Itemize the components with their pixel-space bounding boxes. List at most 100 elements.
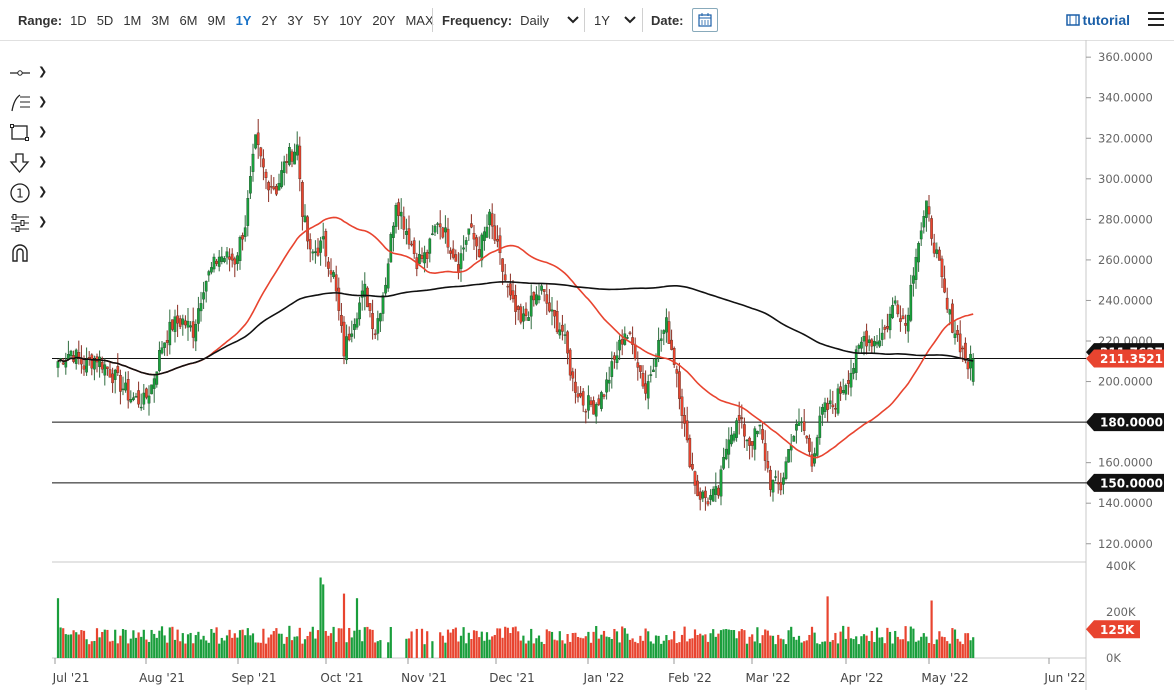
volume-bar bbox=[769, 635, 772, 658]
volume-bar bbox=[379, 640, 382, 658]
range-button-1y[interactable]: 1Y bbox=[235, 12, 252, 28]
moving-average-200-line bbox=[57, 281, 974, 376]
candle-down bbox=[737, 415, 741, 421]
date-picker-button[interactable] bbox=[691, 8, 718, 32]
volume-bar bbox=[605, 636, 608, 658]
range-group: Range: 1D 5D 1M 3M 6M 9M 1Y 2Y 3Y 5Y 10Y 20Y MAX bbox=[18, 0, 444, 40]
range-button-3y[interactable]: 3Y bbox=[287, 12, 304, 28]
candle-down bbox=[810, 454, 814, 467]
frequency-select[interactable]: Daily bbox=[520, 13, 579, 28]
number-marker-tool[interactable]: 1 ❯ bbox=[8, 178, 52, 208]
volume-bar bbox=[766, 630, 769, 658]
volume-bar bbox=[335, 641, 338, 658]
volume-bar bbox=[210, 628, 213, 658]
rectangle-tool[interactable]: ❯ bbox=[8, 118, 52, 148]
volume-bar bbox=[584, 636, 587, 658]
volume-bar bbox=[683, 626, 686, 658]
candle-down bbox=[555, 311, 559, 333]
volume-bar bbox=[501, 637, 504, 658]
crosshair-tool[interactable]: ❯ bbox=[8, 58, 52, 88]
candle-down bbox=[696, 480, 699, 497]
level-tag-level-label: 180.0000 bbox=[1100, 416, 1163, 430]
volume-bar bbox=[348, 627, 351, 658]
hamburger-menu-icon[interactable] bbox=[1148, 12, 1164, 26]
candle-down bbox=[951, 303, 954, 333]
volume-bar bbox=[194, 635, 197, 658]
candle-down bbox=[119, 374, 122, 392]
candle-down bbox=[904, 323, 907, 326]
range-button-5d[interactable]: 5D bbox=[96, 12, 114, 28]
range-button-1d[interactable]: 1D bbox=[70, 12, 87, 28]
range-button-9m[interactable]: 9M bbox=[207, 12, 226, 28]
volume-bar bbox=[106, 629, 109, 658]
volume-bar bbox=[192, 643, 195, 658]
candle-up bbox=[56, 361, 60, 368]
candle-down bbox=[290, 151, 294, 162]
range-button-10y[interactable]: 10Y bbox=[339, 12, 363, 28]
volume-bar bbox=[342, 593, 346, 658]
candle-down bbox=[337, 287, 341, 311]
volume-bar bbox=[95, 628, 99, 658]
candle-down bbox=[748, 437, 751, 446]
range-button-5y[interactable]: 5Y bbox=[313, 12, 330, 28]
volume-bar bbox=[826, 596, 829, 658]
volume-bar bbox=[238, 630, 242, 658]
x-tick-label: May '22 bbox=[921, 671, 968, 685]
magnet-tool[interactable] bbox=[8, 238, 52, 268]
volume-bar bbox=[740, 629, 743, 658]
volume-bar bbox=[691, 638, 694, 658]
range-button-3m[interactable]: 3M bbox=[151, 12, 170, 28]
tutorial-link[interactable]: tutorial bbox=[1065, 0, 1130, 40]
candle-up bbox=[202, 292, 205, 300]
date-label: Date: bbox=[651, 12, 684, 28]
volume-bar bbox=[953, 629, 957, 658]
volume-bar bbox=[688, 638, 691, 658]
candle-up bbox=[787, 449, 790, 463]
candle-down bbox=[693, 471, 697, 486]
volume-bar bbox=[641, 640, 645, 658]
chevron-right-icon: ❯ bbox=[38, 96, 48, 108]
candle-down bbox=[579, 392, 582, 397]
candle-up bbox=[615, 355, 619, 363]
candle-up bbox=[358, 302, 361, 320]
fibonacci-tool[interactable]: ❯ bbox=[8, 88, 52, 118]
volume-bar bbox=[465, 643, 468, 658]
candle-up bbox=[914, 257, 918, 280]
candle-up bbox=[236, 255, 239, 264]
candle-up bbox=[251, 153, 255, 172]
volume-bar bbox=[896, 636, 899, 658]
volume-bar bbox=[371, 629, 374, 658]
candle-down bbox=[100, 362, 104, 370]
volume-bar bbox=[444, 642, 447, 658]
volume-bar bbox=[847, 626, 850, 658]
indicator-settings-tool[interactable]: ❯ bbox=[8, 208, 52, 238]
candle-up bbox=[379, 313, 382, 322]
candle-up bbox=[893, 300, 897, 304]
candle-up bbox=[389, 234, 393, 263]
price-chart[interactable]: 120.0000 140.0000 160.0000 180.0000 200.0000… bbox=[0, 40, 1174, 692]
candle-down bbox=[241, 235, 244, 240]
frequency-label: Frequency: bbox=[442, 12, 513, 28]
magnet-icon bbox=[12, 244, 28, 262]
candle-up bbox=[249, 176, 252, 194]
x-tick-label: Dec '21 bbox=[489, 671, 535, 685]
range-button-20y[interactable]: 20Y bbox=[372, 12, 396, 28]
candle-up bbox=[350, 333, 354, 337]
candle-down bbox=[943, 278, 946, 293]
x-tick-label: Jan '22 bbox=[583, 671, 625, 685]
tutorial-label: tutorial bbox=[1082, 12, 1130, 28]
arrow-down-tool[interactable]: ❯ bbox=[8, 148, 52, 178]
volume-bar bbox=[56, 598, 60, 658]
volume-bar bbox=[264, 643, 268, 658]
candle-up bbox=[587, 395, 590, 411]
range-button-2y[interactable]: 2Y bbox=[261, 12, 278, 28]
range-button-1m[interactable]: 1M bbox=[123, 12, 142, 28]
range-button-6m[interactable]: 6M bbox=[179, 12, 198, 28]
candle-up bbox=[332, 272, 335, 278]
volume-bar bbox=[121, 629, 125, 658]
candle-up bbox=[891, 304, 894, 318]
period-select[interactable]: 1Y bbox=[594, 0, 636, 40]
candle-down bbox=[327, 261, 330, 269]
range-button-max[interactable]: MAX bbox=[405, 12, 434, 28]
candle-up bbox=[93, 358, 96, 370]
